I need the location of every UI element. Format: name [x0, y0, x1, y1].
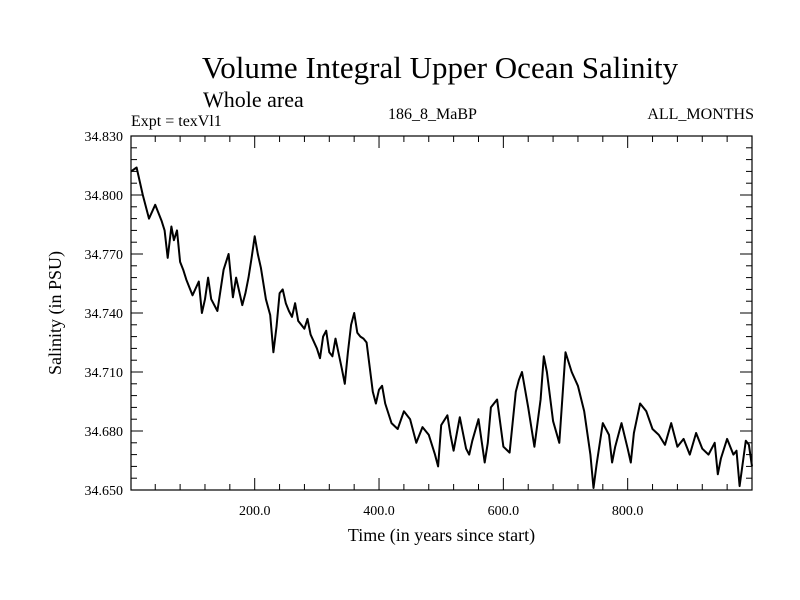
x-tick-label: 400.0 — [363, 504, 395, 519]
y-tick-label: 34.830 — [85, 130, 124, 145]
x-tick-label: 800.0 — [612, 504, 644, 519]
y-tick-label: 34.650 — [85, 484, 124, 499]
y-tick-label: 34.800 — [85, 189, 124, 204]
plot-frame — [130, 135, 753, 491]
x-tick-label: 200.0 — [239, 504, 271, 519]
y-tick-label: 34.680 — [85, 425, 124, 440]
period-label: ALL_MONTHS — [647, 106, 754, 123]
x-axis-label: Time (in years since start) — [348, 525, 535, 546]
run-label: 186_8_MaBP — [388, 106, 477, 123]
y-tick-label: 34.740 — [85, 307, 124, 322]
experiment-label: Expt = texVl1 — [131, 113, 222, 130]
y-tick-label: 34.710 — [85, 366, 124, 381]
y-axis-label: Salinity (in PSU) — [45, 251, 66, 375]
x-tick-label: 600.0 — [488, 504, 520, 519]
chart-title: Volume Integral Upper Ocean Salinity — [201, 50, 679, 85]
ticks-layer: 200.0 400.0 600.0 800.0 34.650 34.680 34.710 34… — [85, 130, 752, 519]
salinity-series-line — [130, 166, 753, 489]
y-tick-label: 34.770 — [85, 248, 124, 263]
chart-subtitle: Whole area — [203, 87, 304, 112]
